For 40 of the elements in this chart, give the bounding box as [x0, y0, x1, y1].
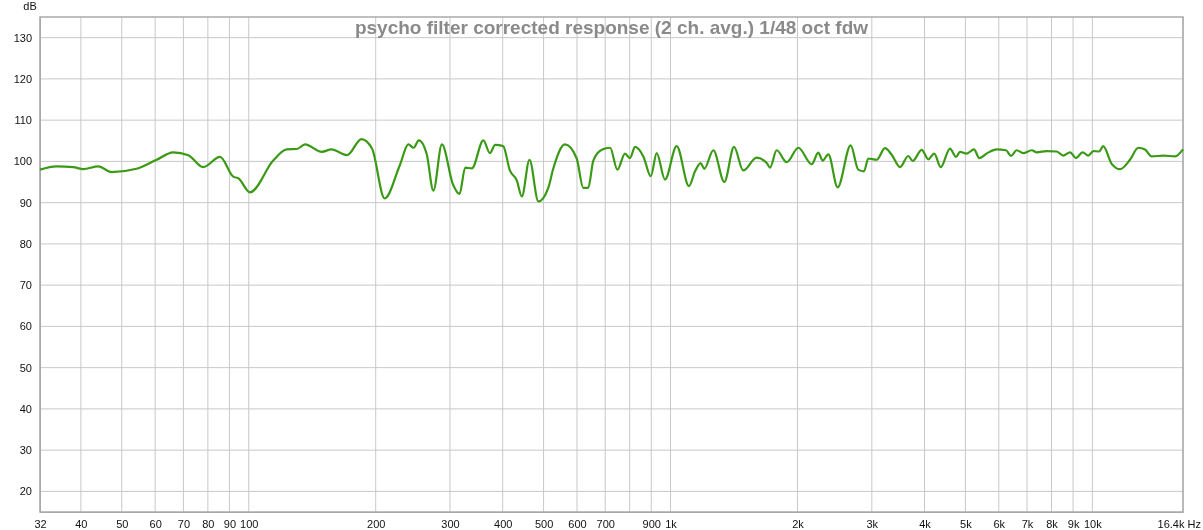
x-tick-label: 40	[75, 517, 88, 530]
chart-title: psycho filter corrected response (2 ch. avg.) 1/48 oct fdw	[354, 17, 869, 38]
x-tick-label: 600	[568, 517, 587, 530]
x-tick-label: 6k	[993, 517, 1006, 530]
y-tick-label: 80	[19, 237, 32, 250]
x-tick-label: 32	[34, 517, 47, 530]
y-tick-label: 70	[19, 279, 32, 292]
x-tick-label: 90	[223, 517, 237, 530]
y-tick-label: 20	[19, 485, 32, 498]
x-tick-label: 300	[441, 517, 460, 530]
x-tick-label: 900	[642, 517, 661, 530]
x-tick-label: 5k	[960, 517, 973, 530]
x-tick-label: 10k	[1084, 517, 1103, 530]
x-tick-label: 70	[177, 517, 191, 530]
x-tick-label: 7k	[1021, 517, 1034, 530]
x-tick-label: 9k	[1067, 517, 1080, 530]
y-tick-label: 100	[13, 155, 32, 168]
x-tick-label: 200	[367, 517, 386, 530]
x-tick-label: 3k	[866, 517, 879, 530]
x-tick-label: 400	[494, 517, 513, 530]
x-tick-label: 4k	[919, 517, 932, 530]
y-tick-label: 90	[19, 196, 32, 209]
x-tick-label: 500	[534, 517, 554, 530]
y-axis-title: dB	[23, 0, 37, 12]
x-tick-label: 50	[116, 517, 129, 530]
x-tick-label: 100	[240, 517, 259, 530]
x-tick-label: 1k	[665, 517, 678, 530]
x-tick-label: 60	[149, 517, 162, 530]
x-tick-label: 16.4k Hz	[1157, 517, 1201, 530]
y-tick-label: 40	[19, 402, 32, 415]
x-tick-label: 80	[202, 517, 215, 530]
y-tick-label: 120	[13, 72, 32, 85]
y-tick-label: 60	[19, 320, 32, 333]
y-tick-label: 50	[19, 361, 32, 374]
x-tick-label: 8k	[1046, 517, 1059, 530]
y-tick-label: 130	[13, 31, 32, 44]
y-tick-label: 110	[14, 114, 32, 127]
y-tick-label: 30	[19, 444, 32, 457]
x-tick-label: 700	[596, 517, 615, 530]
x-tick-label: 2k	[792, 517, 805, 530]
